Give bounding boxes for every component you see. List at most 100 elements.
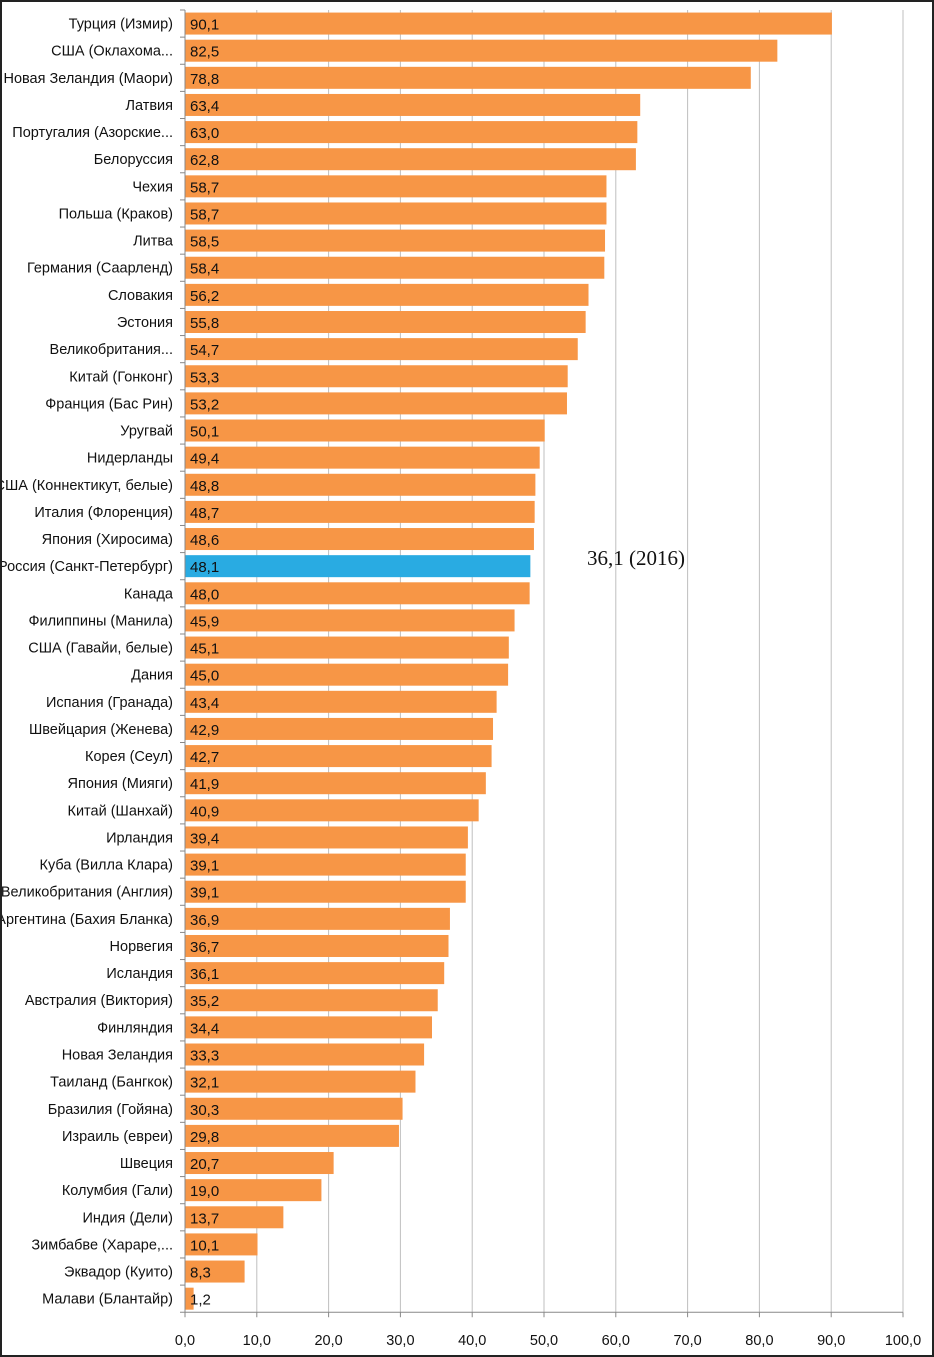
bar xyxy=(185,419,545,442)
data-label: 20,7 xyxy=(190,1156,219,1173)
category-label: Испания (Гранада) xyxy=(46,695,173,711)
x-tick-label: 70,0 xyxy=(673,1333,701,1349)
category-label: Эквадор (Куито) xyxy=(64,1265,173,1281)
category-label: Колумбия (Гали) xyxy=(62,1183,173,1199)
data-label: 45,1 xyxy=(190,641,219,658)
bar xyxy=(185,12,832,35)
bar xyxy=(185,1152,334,1175)
bar xyxy=(185,989,438,1012)
data-label: 42,7 xyxy=(190,749,219,766)
bar xyxy=(185,446,540,469)
category-label: Нидерланды xyxy=(87,451,173,467)
data-label: 54,7 xyxy=(190,342,219,359)
data-label: 90,1 xyxy=(190,17,219,34)
category-label: Латвия xyxy=(125,98,173,114)
bar xyxy=(185,962,445,985)
category-label: Индия (Дели) xyxy=(83,1210,174,1226)
data-label: 58,5 xyxy=(190,234,219,251)
data-label: 48,0 xyxy=(190,586,219,603)
category-label: Бразилия (Гойяна) xyxy=(48,1102,173,1118)
data-label: 34,4 xyxy=(190,1020,219,1037)
data-label: 58,4 xyxy=(190,261,219,278)
x-tick-label: 40,0 xyxy=(458,1333,486,1349)
data-label: 8,3 xyxy=(190,1265,211,1282)
data-label: 10,1 xyxy=(190,1237,219,1254)
category-label: Чехия xyxy=(132,179,173,195)
bar xyxy=(185,175,607,198)
category-label: Эстония xyxy=(117,315,173,331)
category-label: Польша (Краков) xyxy=(59,206,173,222)
category-label: Малави (Блантайр) xyxy=(42,1292,173,1308)
data-label: 30,3 xyxy=(190,1102,219,1119)
x-tick-label: 10,0 xyxy=(243,1333,271,1349)
bar xyxy=(185,365,568,388)
category-label: Франция (Бас Рин) xyxy=(45,396,173,412)
category-label: Великобритания... xyxy=(50,342,173,358)
data-label: 36,7 xyxy=(190,939,219,956)
data-label: 62,8 xyxy=(190,152,219,169)
bar xyxy=(185,121,638,144)
bar xyxy=(185,93,641,116)
data-label: 53,2 xyxy=(190,396,219,413)
data-label: 19,0 xyxy=(190,1183,219,1200)
category-label: Ирландия xyxy=(106,830,173,846)
data-label: 36,1 xyxy=(190,966,219,983)
x-tick-label: 30,0 xyxy=(386,1333,414,1349)
bar xyxy=(185,1206,284,1229)
category-label: Белоруссия xyxy=(94,152,173,168)
bar xyxy=(185,202,607,225)
bar xyxy=(185,880,466,903)
data-label: 39,4 xyxy=(190,830,219,847)
data-label: 41,9 xyxy=(190,776,219,793)
data-label: 63,0 xyxy=(190,125,219,142)
data-label: 50,1 xyxy=(190,424,219,441)
category-label: Турция (Измир) xyxy=(69,17,173,33)
category-label: Литва xyxy=(133,234,174,250)
bar xyxy=(185,1124,399,1147)
bar xyxy=(185,1097,403,1120)
bar xyxy=(185,717,494,740)
bar xyxy=(185,907,450,930)
bar xyxy=(185,663,509,686)
category-label: Швейцария (Женева) xyxy=(29,722,173,738)
bar xyxy=(185,636,509,659)
data-label: 48,8 xyxy=(190,478,219,495)
bar xyxy=(185,609,515,632)
data-label: 49,4 xyxy=(190,451,219,468)
bar xyxy=(185,392,567,415)
bar xyxy=(185,283,589,306)
x-tick-label: 50,0 xyxy=(530,1333,558,1349)
category-label: Швеция xyxy=(120,1156,173,1172)
data-label: 48,7 xyxy=(190,505,219,522)
bar xyxy=(185,799,479,822)
bar xyxy=(185,1043,425,1066)
category-label: Таиланд (Бангкок) xyxy=(50,1075,173,1091)
x-tick-label: 90,0 xyxy=(817,1333,845,1349)
category-label: Португалия (Азорские... xyxy=(12,125,173,141)
bar xyxy=(185,1287,194,1310)
bar xyxy=(185,1016,432,1039)
data-label: 58,7 xyxy=(190,206,219,223)
category-label: Израиль (евреи) xyxy=(62,1129,173,1145)
data-label: 35,2 xyxy=(190,993,219,1010)
data-label: 39,1 xyxy=(190,858,219,875)
category-label: США (Оклахома... xyxy=(51,44,173,60)
category-label: Германия (Саарленд) xyxy=(27,261,173,277)
data-label: 48,1 xyxy=(190,559,219,576)
category-label: Дания xyxy=(131,668,173,684)
data-label: 13,7 xyxy=(190,1210,219,1227)
category-label: Япония (Мияги) xyxy=(68,776,173,792)
data-label: 42,9 xyxy=(190,722,219,739)
bar xyxy=(185,582,530,605)
x-tick-label: 0,0 xyxy=(175,1333,195,1349)
category-label: Словакия xyxy=(108,288,173,304)
data-label: 39,1 xyxy=(190,885,219,902)
x-tick-label: 60,0 xyxy=(602,1333,630,1349)
x-tick-label: 100,0 xyxy=(885,1333,921,1349)
bar xyxy=(185,310,586,333)
category-label: Италия (Флоренция) xyxy=(34,505,173,521)
category-label: Австралия (Виктория) xyxy=(25,993,173,1009)
bar xyxy=(185,473,536,496)
category-label: Япония (Хиросима) xyxy=(42,532,173,548)
